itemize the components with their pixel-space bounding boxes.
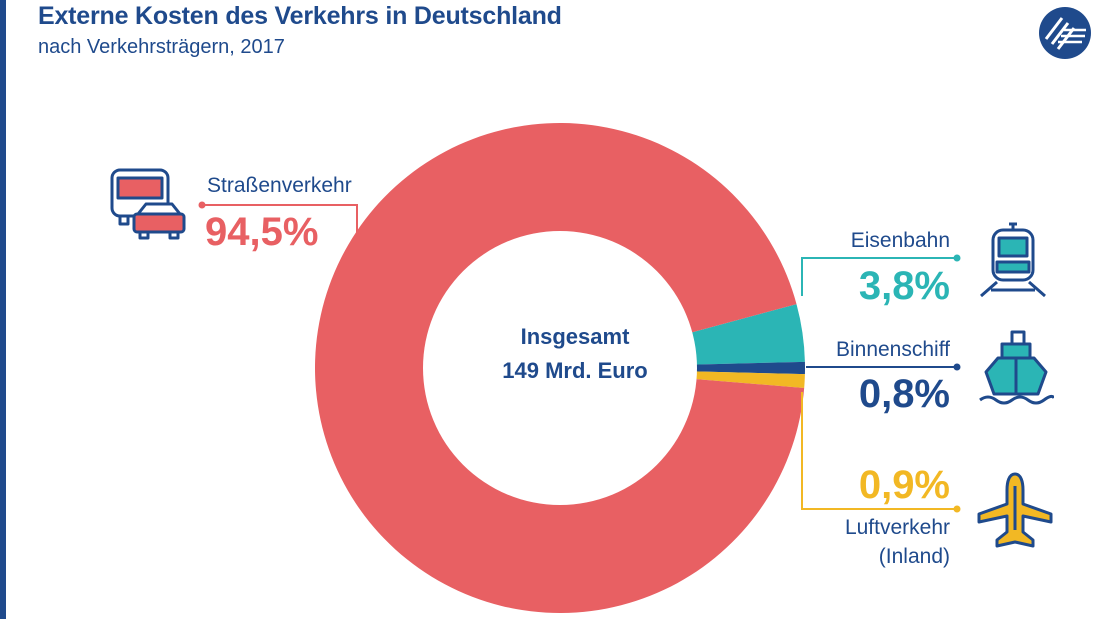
airplane-icon	[977, 472, 1053, 548]
value-luftverkehr: 0,9%	[858, 463, 950, 507]
leader-dot-luftverkehr	[953, 505, 961, 513]
leader-line-luftverkehr	[801, 392, 957, 510]
label-luftverkehr-inland: (Inland)	[878, 545, 950, 568]
logo-icon	[1039, 7, 1091, 59]
value-binnenschiff: 0,8%	[858, 372, 950, 416]
bus-car-icon	[110, 168, 186, 240]
left-accent-bar	[0, 0, 6, 619]
donut-hole	[423, 231, 697, 505]
leader-dot-binnenschiff	[953, 363, 961, 371]
leader-dot-strassenverkehr	[198, 201, 206, 209]
leader-dot-eisenbahn	[953, 254, 961, 262]
center-line-1: Insgesamt	[520, 324, 630, 349]
label-luftverkehr: Luftverkehr	[844, 516, 950, 539]
leader-line-strassenverkehr	[202, 204, 358, 242]
center-line-2: 149 Mrd. Euro	[502, 358, 648, 383]
chart-subtitle: nach Verkehrsträgern, 2017	[38, 36, 285, 58]
label-strassenverkehr: Straßenverkehr	[207, 174, 352, 197]
value-eisenbahn: 3,8%	[858, 264, 950, 308]
label-eisenbahn: Eisenbahn	[850, 229, 950, 252]
donut-center-text: Insgesamt 149 Mrd. Euro	[470, 320, 680, 388]
chart-title: Externe Kosten des Verkehrs in Deutschla…	[38, 2, 562, 30]
leader-line-eisenbahn	[801, 257, 957, 296]
train-icon	[980, 222, 1046, 298]
ship-icon	[979, 330, 1054, 405]
value-strassenverkehr: 94,5%	[205, 210, 319, 254]
label-binnenschiff: Binnenschiff	[835, 338, 950, 361]
